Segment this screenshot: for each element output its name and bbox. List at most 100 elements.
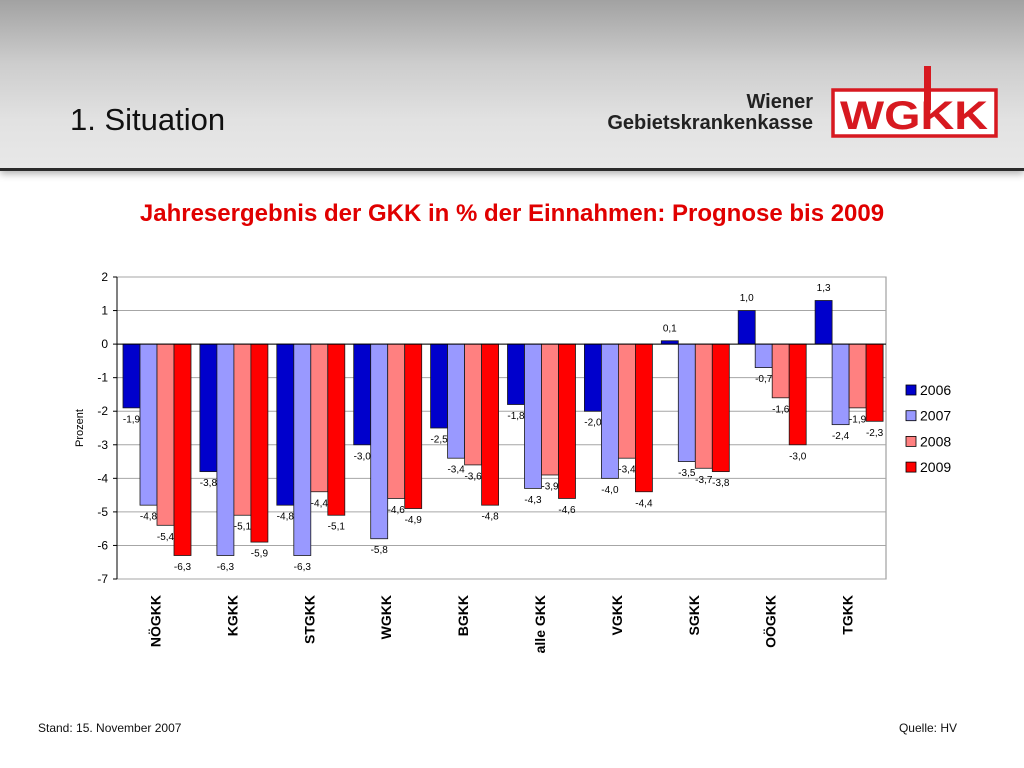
bar-2006-alle-gkk bbox=[507, 343, 525, 405]
legend-item-2006: 2006 bbox=[905, 382, 951, 398]
legend-label-2008: 2008 bbox=[920, 433, 951, 449]
bar-2006-vgkk bbox=[584, 343, 602, 412]
bar-2006-sgkk bbox=[660, 340, 679, 345]
logo-frame bbox=[831, 88, 998, 138]
bar-2009-kgkk bbox=[250, 343, 269, 543]
bar-2009-stgkk bbox=[327, 343, 346, 516]
data-label-2008-alle-gkk: -3,9 bbox=[541, 481, 559, 492]
y-tick-label: -2 bbox=[97, 404, 108, 418]
bar-2006-kgkk bbox=[199, 343, 218, 473]
bar-2007-bgkk bbox=[447, 343, 466, 459]
data-label-2007-wgkk: -5,8 bbox=[371, 545, 389, 556]
legend-swatch-2009 bbox=[905, 461, 917, 473]
bar-2009-tgkk bbox=[865, 343, 884, 422]
bar-2007-tgkk bbox=[831, 343, 850, 426]
data-label-2007-alle-gkk: -4,3 bbox=[524, 495, 542, 506]
bar-2009-vgkk bbox=[635, 343, 653, 493]
data-label-2007-sgkk: -3,5 bbox=[678, 468, 696, 479]
legend-swatch-2007 bbox=[905, 410, 917, 422]
data-label-2006-ooegkk: 1,0 bbox=[740, 293, 754, 304]
data-label-2006-wgkk: -3,0 bbox=[354, 451, 372, 462]
data-label-2009-stgkk: -5,1 bbox=[328, 522, 346, 533]
data-label-2008-kgkk: -5,1 bbox=[234, 522, 252, 533]
legend-swatch-2006 bbox=[905, 384, 917, 396]
bar-2009-ooegkk bbox=[788, 343, 807, 446]
footer-source: Quelle: HV bbox=[898, 721, 957, 735]
y-tick-label: -3 bbox=[97, 438, 108, 452]
data-label-2007-kgkk: -6,3 bbox=[217, 562, 235, 573]
bar-2006-wgkk bbox=[353, 343, 372, 446]
bar-2008-bgkk bbox=[464, 343, 483, 466]
data-label-2009-alle-gkk: -4,6 bbox=[558, 505, 576, 516]
logo-name-line2: Gebietskrankenkasse bbox=[607, 112, 813, 134]
data-label-2006-vgkk: -2,0 bbox=[584, 418, 602, 429]
data-label-2009-sgkk: -3,8 bbox=[712, 478, 730, 489]
x-tick-label-kgkk: KGKK bbox=[224, 595, 240, 636]
data-label-2006-alle-gkk: -1,8 bbox=[507, 411, 525, 422]
bar-2007-noegkk bbox=[139, 343, 158, 506]
logo-name-line1: Wiener bbox=[746, 91, 813, 113]
legend-item-2009: 2009 bbox=[905, 459, 951, 475]
data-label-2009-wgkk: -4,9 bbox=[405, 515, 423, 526]
x-tick-label-bgkk: BGKK bbox=[455, 595, 471, 636]
legend-label-2006: 2006 bbox=[920, 382, 951, 398]
data-label-2008-noegkk: -5,4 bbox=[157, 532, 175, 543]
bar-2008-sgkk bbox=[694, 343, 713, 469]
y-axis-label: Prozent bbox=[74, 409, 86, 447]
bar-2009-sgkk bbox=[711, 343, 730, 473]
bar-2007-vgkk bbox=[601, 343, 619, 479]
x-tick-label-alle-gkk: alle GKK bbox=[532, 595, 548, 653]
data-label-2006-tgkk: 1,3 bbox=[817, 283, 831, 294]
bar-2009-bgkk bbox=[481, 343, 500, 506]
data-label-2009-tgkk: -2,3 bbox=[866, 428, 884, 439]
bar-2009-wgkk bbox=[404, 343, 423, 509]
data-label-2009-kgkk: -5,9 bbox=[251, 549, 269, 560]
bar-2008-noegkk bbox=[156, 343, 175, 526]
data-label-2006-kgkk: -3,8 bbox=[200, 478, 218, 489]
y-tick-label: 0 bbox=[101, 337, 108, 351]
bar-2007-wgkk bbox=[370, 343, 389, 540]
bar-2006-ooegkk bbox=[737, 310, 756, 345]
data-label-2006-stgkk: -4,8 bbox=[277, 512, 295, 523]
logo-wordmark: Wiener Gebietskrankenkasse bbox=[607, 92, 813, 134]
data-label-2008-ooegkk: -1,6 bbox=[772, 404, 790, 415]
data-label-2007-ooegkk: -0,7 bbox=[755, 374, 773, 385]
data-label-2009-noegkk: -6,3 bbox=[174, 562, 192, 573]
bar-2008-stgkk bbox=[310, 343, 329, 493]
footer-date: Stand: 15. November 2007 bbox=[38, 721, 182, 735]
data-label-2008-sgkk: -3,7 bbox=[695, 475, 713, 486]
bar-2006-bgkk bbox=[430, 343, 449, 429]
bar-2008-wgkk bbox=[387, 343, 406, 499]
data-label-2007-vgkk: -4,0 bbox=[601, 485, 619, 496]
bar-chart: 2 1 0 -1 -2 -3 -4 -5 -6 -7 -1,9 -3,8 -4,8 -3,0 -2,5 -1,… bbox=[74, 270, 951, 653]
legend-label-2009: 2009 bbox=[920, 459, 951, 475]
data-label-2006-sgkk: 0,1 bbox=[663, 323, 677, 334]
y-tick-label: -6 bbox=[97, 538, 108, 552]
bar-2007-alle-gkk bbox=[524, 343, 542, 489]
data-label-2007-noegkk: -4,8 bbox=[140, 512, 158, 523]
x-tick-label-stgkk: STGKK bbox=[301, 595, 317, 644]
data-label-2007-tgkk: -2,4 bbox=[832, 431, 850, 442]
y-tick-label: -5 bbox=[97, 505, 108, 519]
legend-label-2007: 2007 bbox=[920, 408, 951, 424]
bar-2008-alle-gkk bbox=[541, 343, 559, 476]
bar-2006-stgkk bbox=[276, 343, 295, 506]
logo-stem bbox=[924, 66, 931, 110]
x-tick-label-wgkk: WGKK bbox=[378, 595, 394, 639]
legend-item-2007: 2007 bbox=[905, 408, 951, 424]
bar-2006-tgkk bbox=[814, 300, 833, 345]
data-label-2009-vgkk: -4,4 bbox=[635, 498, 653, 509]
data-label-2008-stgkk: -4,4 bbox=[311, 498, 329, 509]
data-label-2007-stgkk: -6,3 bbox=[294, 562, 312, 573]
data-label-2006-bgkk: -2,5 bbox=[430, 435, 448, 446]
x-tick-label-noegkk: NÖGKK bbox=[147, 595, 163, 647]
chart-title: Jahresergebnis der GKK in % der Einnahme… bbox=[139, 200, 885, 227]
legend: 2006 2007 2008 2009 bbox=[905, 382, 951, 475]
x-tick-label-vgkk: VGKK bbox=[609, 595, 625, 635]
bar-2007-ooegkk bbox=[754, 343, 773, 369]
slide-header: 1. Situation Wiener Gebietskrankenkasse … bbox=[0, 0, 1024, 171]
data-label-2008-vgkk: -3,4 bbox=[618, 465, 636, 476]
logo-letters: WGKK bbox=[840, 94, 988, 138]
bar-2006-noegkk bbox=[122, 343, 141, 409]
data-label-2009-ooegkk: -3,0 bbox=[789, 451, 807, 462]
